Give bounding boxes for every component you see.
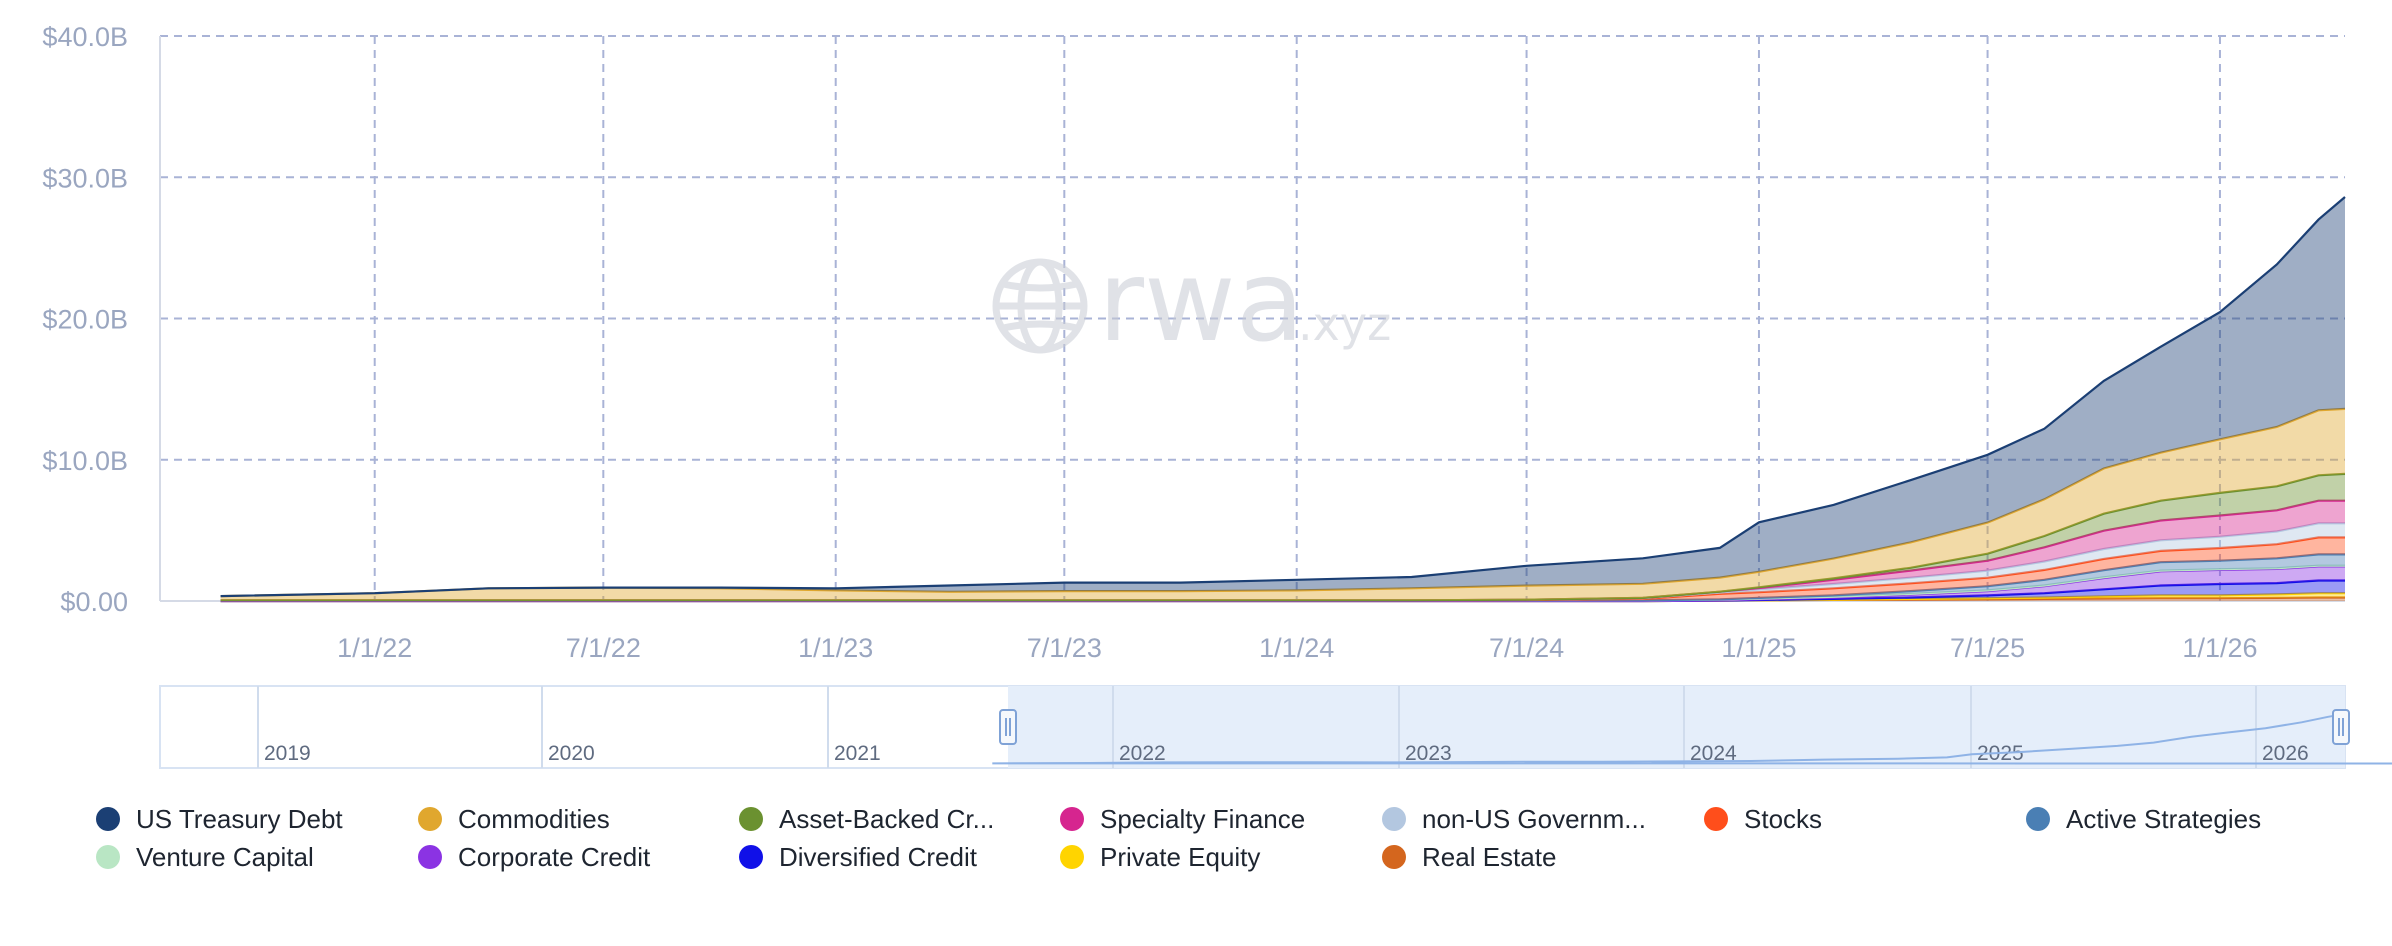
navigator-right-handle[interactable] [2332, 709, 2350, 745]
legend-item-corporate-credit[interactable]: Corporate Credit [418, 838, 650, 876]
watermark-suffix: .xyz [1298, 297, 1391, 351]
legend-label: Specialty Finance [1100, 803, 1306, 834]
navigator-year-label: 2021 [834, 742, 881, 765]
area-chart: rwa .xyz $0.00 $10.0B $20.0B $30.0B $40.0B 1… [42, 22, 2392, 769]
legend-swatch [1704, 807, 1728, 831]
legend-item-private-equity[interactable]: Private Equity [1060, 838, 1260, 876]
navigator-year-label: 2020 [548, 742, 595, 765]
y-tick-label: $40.0B [42, 22, 128, 52]
legend-label: Private Equity [1100, 841, 1261, 872]
legend-swatch [1060, 845, 1084, 869]
legend-label: Commodities [458, 803, 610, 834]
legend-label: Diversified Credit [779, 841, 977, 872]
x-tick-label: 1/1/23 [798, 633, 873, 663]
x-tick-label: 7/1/22 [566, 633, 641, 663]
range-navigator[interactable]: 2019 2020 2021 2022 2023 2024 2025 2026 [159, 685, 2392, 769]
legend-label: Corporate Credit [458, 841, 651, 872]
navigator-year-label: 2023 [1405, 742, 1452, 765]
legend-item-diversified-credit[interactable]: Diversified Credit [739, 838, 977, 876]
rwa-watermark: rwa .xyz [992, 237, 1391, 367]
x-tick-label: 7/1/24 [1489, 633, 1564, 663]
legend-label: non-US Governm... [1422, 803, 1646, 834]
legend-swatch [739, 807, 763, 831]
globe-icon [992, 258, 1088, 354]
legend-item-specialty-finance[interactable]: Specialty Finance [1060, 800, 1305, 838]
legend-item-us-treasury-debt[interactable]: US Treasury Debt [96, 800, 343, 838]
navigator-year-label: 2022 [1119, 742, 1166, 765]
legend-item-asset-backed-cr[interactable]: Asset-Backed Cr... [739, 800, 994, 838]
legend-swatch [739, 845, 763, 869]
legend-item-stocks[interactable]: Stocks [1704, 800, 1822, 838]
x-tick-label: 1/1/24 [1259, 633, 1334, 663]
navigator-selection[interactable] [1008, 686, 2345, 768]
legend-swatch [1382, 845, 1406, 869]
x-tick-label: 7/1/23 [1027, 633, 1102, 663]
legend-swatch [1060, 807, 1084, 831]
legend-item-active-strategies[interactable]: Active Strategies [2026, 800, 2261, 838]
legend-swatch [418, 807, 442, 831]
y-tick-label: $10.0B [42, 446, 128, 476]
navigator-series-line [992, 713, 2392, 765]
legend-swatch [96, 807, 120, 831]
x-tick-label: 1/1/22 [337, 633, 412, 663]
watermark-text: rwa [1098, 237, 1304, 367]
y-tick-label: $20.0B [42, 305, 128, 335]
navigator-year-label: 2024 [1690, 742, 1737, 765]
legend-item-commodities[interactable]: Commodities [418, 800, 610, 838]
legend-label: Real Estate [1422, 841, 1557, 872]
y-tick-label: $0.00 [60, 587, 128, 617]
x-tick-label: 7/1/25 [1950, 633, 2025, 663]
line-us-treasury-debt [220, 196, 2346, 598]
legend-label: Active Strategies [2066, 803, 2262, 834]
x-tick-label: 1/1/25 [1721, 633, 1796, 663]
legend-label: US Treasury Debt [136, 803, 343, 834]
legend-item-non-us-governm[interactable]: non-US Governm... [1382, 800, 1646, 838]
legend-item-real-estate[interactable]: Real Estate [1382, 838, 1556, 876]
y-tick-label: $30.0B [42, 163, 128, 193]
line-asset-backed-cr [220, 472, 2346, 602]
navigator-left-handle[interactable] [999, 709, 1017, 745]
legend-label: Asset-Backed Cr... [779, 803, 995, 834]
series-areas [220, 196, 2346, 603]
x-axis: 1/1/22 7/1/22 1/1/23 7/1/23 1/1/24 7/1/24 1/1/… [337, 633, 2257, 663]
x-tick-label: 1/1/26 [2182, 633, 2257, 663]
legend-label: Venture Capital [136, 841, 314, 872]
legend-swatch [96, 845, 120, 869]
legend-swatch [1382, 807, 1406, 831]
legend-label: Stocks [1744, 803, 1823, 834]
navigator-year-label: 2019 [264, 742, 311, 765]
legend-item-venture-capital[interactable]: Venture Capital [96, 838, 314, 876]
legend-swatch [418, 845, 442, 869]
y-axis: $0.00 $10.0B $20.0B $30.0B $40.0B [42, 22, 128, 617]
legend-swatch [2026, 807, 2050, 831]
navigator-year-label: 2026 [2262, 742, 2309, 765]
